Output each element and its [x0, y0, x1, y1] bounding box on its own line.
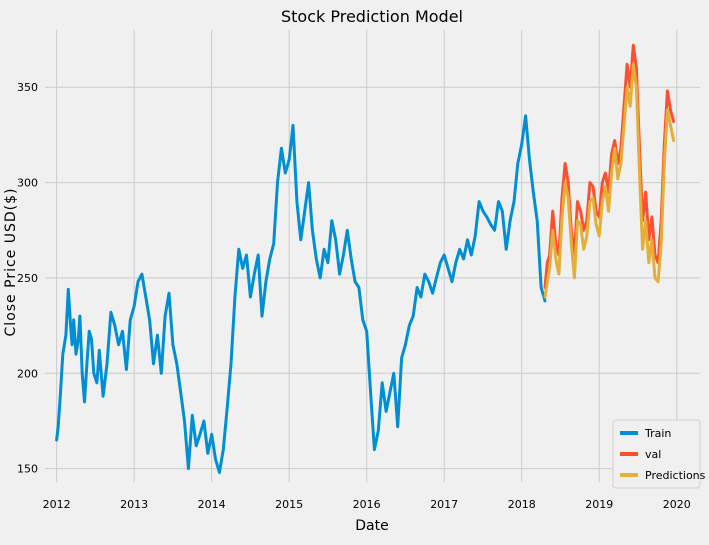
y-tick-label: 150 — [17, 463, 38, 476]
legend: Train val Predictions — [612, 419, 706, 489]
x-tick-label: 2014 — [198, 498, 226, 511]
series-group — [55, 43, 676, 474]
y-tick-label: 250 — [17, 272, 38, 285]
y-tick-label: 300 — [17, 177, 38, 190]
x-tick-label: 2016 — [353, 498, 381, 511]
x-tick-label: 2019 — [585, 498, 613, 511]
legend-label-predictions: Predictions — [645, 469, 706, 482]
x-tick-label: 2012 — [43, 498, 71, 511]
series-line-train — [55, 114, 547, 474]
x-axis-label: Date — [355, 518, 388, 534]
x-tick-label: 2017 — [430, 498, 458, 511]
x-tick-label: 2013 — [120, 498, 148, 511]
y-tick-label: 200 — [17, 367, 38, 380]
x-tick-label: 2020 — [663, 498, 691, 511]
grid — [45, 30, 700, 482]
chart-title: Stock Prediction Model — [281, 7, 463, 26]
series-line-val — [543, 43, 676, 289]
x-tick-label: 2015 — [275, 498, 303, 511]
tick-labels: 2012 2013 2014 2015 2016 2017 2018 2019 2020 150 2… — [17, 81, 691, 511]
y-axis-label: Close Price USD($) — [3, 188, 19, 337]
legend-box — [612, 419, 701, 489]
series-line-predictions — [543, 62, 676, 299]
legend-label-val: val — [645, 448, 661, 461]
x-tick-label: 2018 — [508, 498, 536, 511]
y-tick-label: 350 — [17, 81, 38, 94]
legend-label-train: Train — [644, 427, 671, 440]
